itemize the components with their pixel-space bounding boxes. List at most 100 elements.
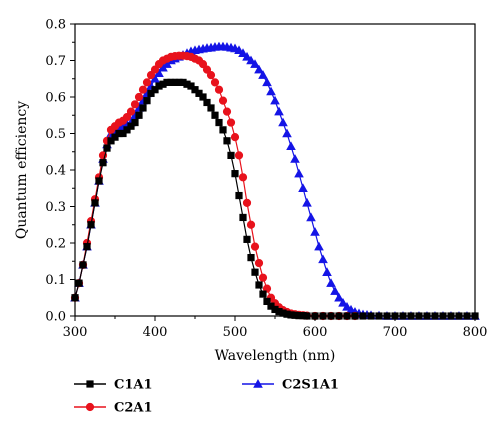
- data-point: [99, 159, 107, 167]
- legend-label: C1A1: [114, 378, 153, 393]
- data-point: [310, 227, 320, 236]
- data-point: [314, 241, 324, 251]
- data-point: [146, 70, 156, 80]
- data-point: [322, 267, 332, 276]
- data-point: [187, 82, 195, 90]
- data-point: [139, 104, 147, 112]
- data-point: [103, 144, 111, 152]
- y-tick-label: 0.7: [45, 54, 66, 69]
- data-point: [258, 70, 268, 79]
- data-point: [238, 48, 248, 57]
- legend-item-c2s1a1: C2S1A1: [242, 378, 339, 393]
- x-tick-label: 700: [383, 325, 408, 340]
- y-tick-label: 0.5: [45, 127, 66, 142]
- ticks-layer: 300 400 500 600 700 800 0.0 0.1 0.2 0.3 0.4 0.5 0.6 0…: [45, 18, 487, 341]
- series-c1a1: [71, 78, 479, 320]
- legend-marker: [85, 402, 95, 412]
- data-point: [247, 254, 255, 262]
- legend-marker: [253, 379, 263, 388]
- data-point: [199, 93, 207, 101]
- data-point: [338, 297, 348, 307]
- x-tick-label: 500: [223, 325, 248, 340]
- data-point: [254, 64, 264, 74]
- data-point: [250, 242, 260, 251]
- data-point: [274, 106, 284, 116]
- data-point: [214, 85, 224, 94]
- data-point: [294, 168, 304, 178]
- data-point: [107, 137, 115, 145]
- y-tick-label: 0.0: [45, 310, 66, 325]
- data-point: [290, 154, 300, 163]
- data-point: [210, 78, 220, 87]
- data-point: [195, 89, 203, 97]
- data-point: [278, 117, 288, 127]
- data-point: [83, 243, 91, 251]
- x-tick-label: 400: [143, 325, 168, 340]
- legend-item-c1a1: C1A1: [74, 378, 153, 393]
- data-point: [282, 128, 292, 138]
- data-point: [119, 129, 127, 138]
- data-point: [211, 111, 219, 119]
- data-point: [127, 122, 135, 130]
- data-point: [126, 107, 136, 116]
- data-point: [138, 85, 148, 94]
- data-point: [123, 126, 131, 134]
- data-point: [246, 220, 256, 229]
- data-point: [254, 258, 264, 268]
- x-tick-label: 800: [463, 325, 488, 340]
- series-line-c2a1: [74, 55, 355, 317]
- legend-label: C2A1: [114, 401, 153, 416]
- data-point: [142, 78, 152, 87]
- data-point: [243, 235, 251, 243]
- y-tick-label: 0.2: [45, 237, 66, 252]
- data-point: [206, 70, 216, 80]
- data-point: [91, 199, 99, 207]
- data-point: [266, 86, 276, 96]
- series-c2a1: [70, 51, 360, 321]
- axes-layer: [74, 23, 476, 317]
- series-line-c2s1a1: [74, 46, 475, 317]
- data-point: [131, 118, 139, 127]
- data-point: [326, 278, 336, 287]
- data-point: [151, 86, 159, 94]
- x-axis-title: Wavelength (nm): [215, 348, 336, 364]
- data-point: [262, 77, 272, 87]
- data-point: [95, 177, 103, 185]
- data-point: [246, 55, 256, 65]
- x-tick-label: 300: [63, 325, 88, 340]
- data-point: [250, 59, 260, 68]
- data-point: [231, 170, 239, 178]
- data-point: [198, 60, 208, 69]
- data-point: [230, 133, 240, 142]
- data-point: [150, 65, 160, 74]
- data-point: [219, 126, 227, 134]
- data-point: [334, 292, 344, 302]
- data-point: [75, 279, 83, 287]
- data-point: [306, 212, 316, 222]
- data-point: [191, 86, 199, 94]
- data-point: [135, 111, 143, 119]
- data-point: [242, 198, 252, 207]
- legend: C1A1 C2A1 C2S1A1: [74, 378, 339, 416]
- data-point: [215, 118, 223, 127]
- data-point: [270, 95, 280, 105]
- data-point: [234, 151, 244, 160]
- data-point: [226, 118, 236, 127]
- data-point: [330, 286, 340, 295]
- data-point: [255, 281, 263, 289]
- data-point: [87, 221, 95, 229]
- data-point: [202, 65, 212, 74]
- data-point: [222, 107, 232, 116]
- data-point: [111, 133, 119, 141]
- data-point: [218, 96, 228, 105]
- data-point: [223, 137, 231, 145]
- data-point: [239, 213, 247, 222]
- data-point: [203, 98, 211, 107]
- y-tick-label: 0.1: [45, 273, 66, 288]
- data-point: [207, 104, 215, 112]
- data-point: [242, 51, 252, 61]
- data-point: [286, 141, 296, 151]
- legend-label: C2S1A1: [282, 378, 339, 393]
- series-c2s1a1: [70, 41, 480, 320]
